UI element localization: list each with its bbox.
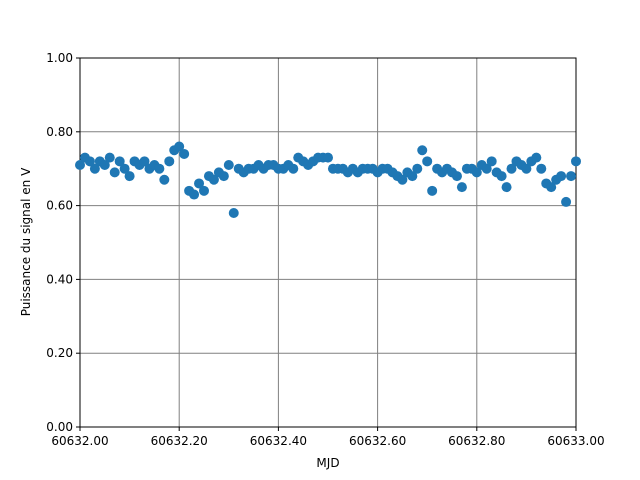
data-point (75, 160, 85, 171)
data-point (179, 148, 190, 159)
data-point (174, 141, 185, 152)
x-tick-label: 60632.80 (448, 434, 505, 448)
data-point (228, 207, 239, 218)
data-point (422, 156, 433, 167)
y-axis-label: Puissance du signal en V (19, 167, 33, 316)
data-point (501, 182, 512, 193)
plot-frame (79, 57, 577, 428)
x-tick-label: 60632.00 (51, 434, 108, 448)
data-point (109, 167, 120, 178)
data-point (323, 152, 333, 163)
data-point (164, 156, 175, 167)
data-point (199, 185, 209, 196)
data-point (481, 163, 492, 174)
data-point (486, 156, 497, 167)
y-tick-label: 0.20 (46, 346, 73, 360)
data-point (218, 171, 229, 182)
data-point (89, 163, 100, 174)
data-point (99, 160, 110, 171)
x-tick-label: 60632.60 (349, 434, 406, 448)
data-point (288, 163, 299, 174)
data-point (194, 178, 205, 189)
data-point (84, 156, 95, 167)
data-point (471, 167, 482, 178)
x-tick-label: 60632.40 (250, 434, 307, 448)
data-point (397, 174, 408, 185)
data-point (496, 171, 507, 182)
data-point (536, 163, 547, 174)
data-point (417, 145, 428, 156)
y-tick-label: 1.00 (46, 51, 73, 65)
x-axis-label: MJD (316, 456, 339, 470)
x-tick-label: 60633.00 (547, 434, 604, 448)
data-point (571, 156, 581, 167)
y-tick-label: 0.60 (46, 199, 73, 213)
data-point (566, 171, 577, 182)
data-point (119, 163, 130, 174)
data-point (521, 163, 532, 174)
data-point (556, 171, 567, 182)
y-tick-label: 0.00 (46, 420, 73, 434)
data-point (407, 171, 418, 182)
y-tick-label: 0.80 (46, 125, 73, 139)
data-point (208, 174, 219, 185)
data-point (412, 163, 423, 174)
data-point (114, 156, 125, 167)
data-point (456, 182, 467, 193)
data-point (154, 163, 165, 174)
y-tick-label: 0.40 (46, 272, 73, 286)
data-point (451, 171, 462, 182)
data-point (139, 156, 150, 167)
data-point (427, 185, 438, 196)
data-point (104, 152, 115, 163)
data-point (124, 171, 135, 182)
data-point (189, 189, 200, 200)
x-tick-label: 60632.20 (151, 434, 208, 448)
data-point (223, 160, 234, 171)
data-point (546, 182, 557, 193)
data-point (531, 152, 542, 163)
data-point (506, 163, 517, 174)
data-point (561, 196, 572, 207)
data-point (159, 174, 170, 185)
